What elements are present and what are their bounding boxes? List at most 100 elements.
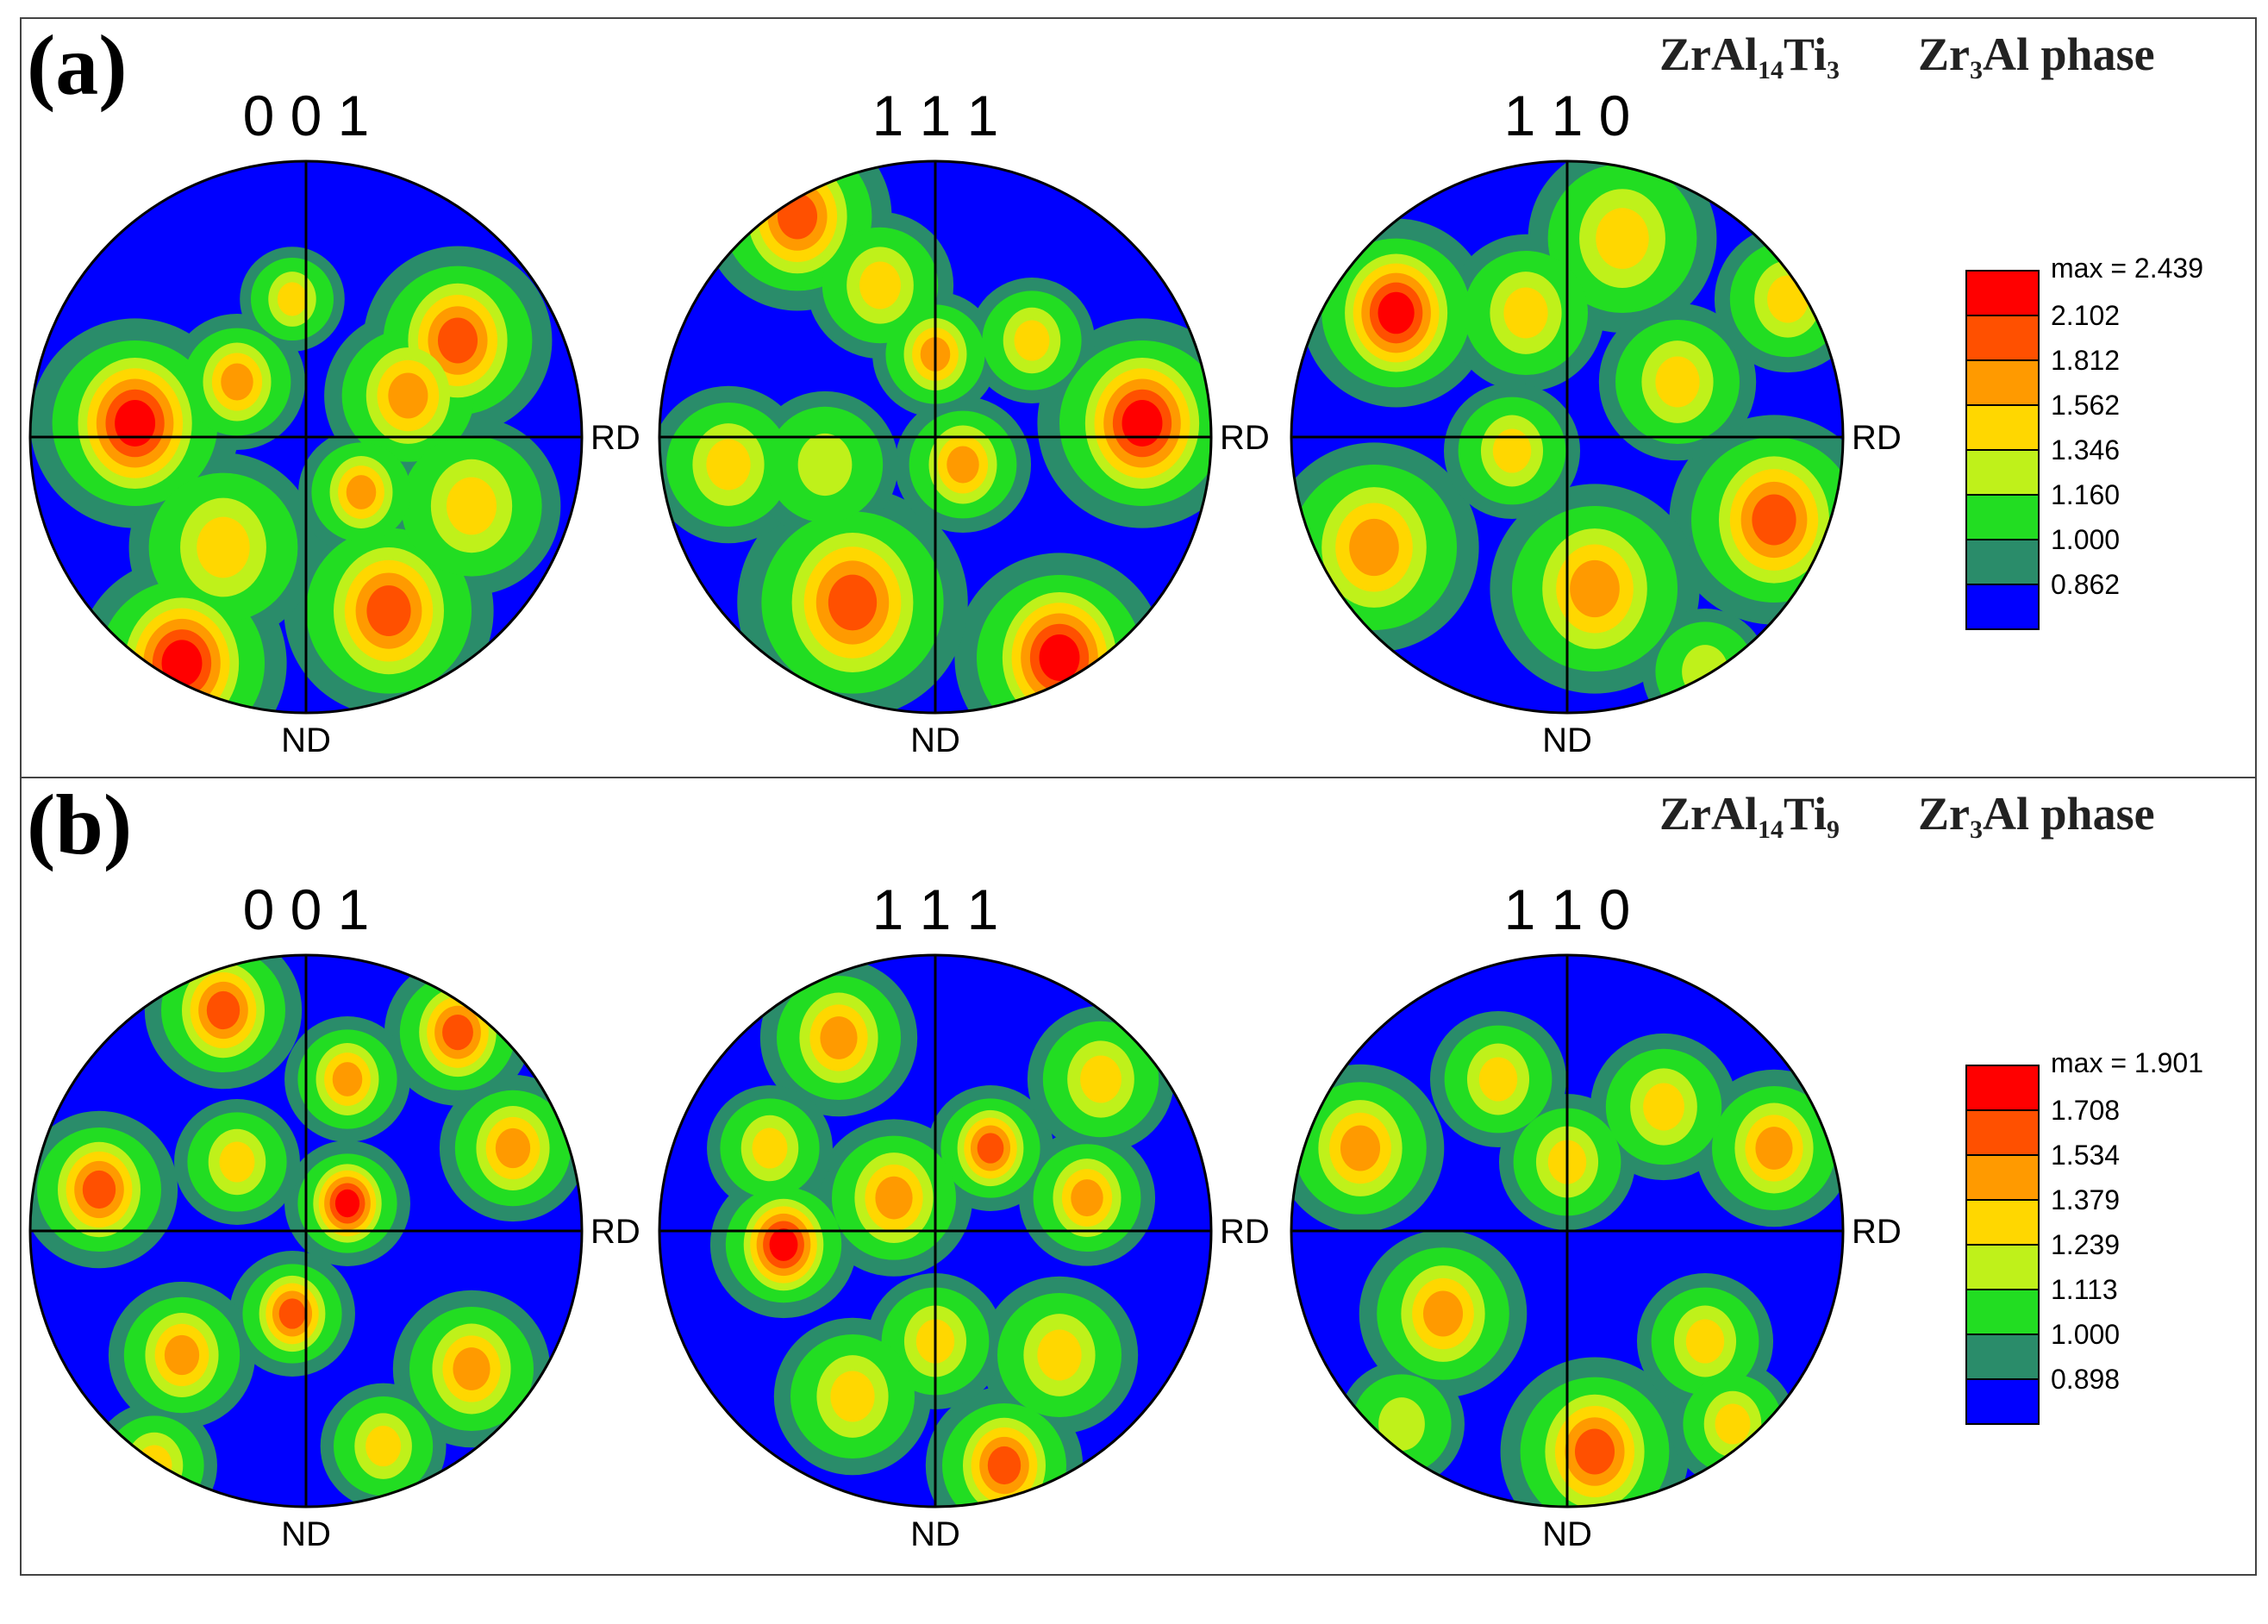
contour-level <box>446 477 497 535</box>
pole-figure <box>659 161 1211 713</box>
legend-level-label: 2.102 <box>2051 300 2120 331</box>
contour-level <box>1685 1319 1725 1364</box>
contour-level <box>1037 1329 1082 1381</box>
contour-level <box>197 516 250 578</box>
rd-axis-label: RD <box>1852 419 1902 457</box>
rd-axis-label: RD <box>1220 1213 1270 1251</box>
contour-level <box>346 475 377 509</box>
legend-level-label: 1.000 <box>2051 1319 2120 1350</box>
contour-level <box>453 1347 490 1390</box>
legend-max-label: max = 2.439 <box>2051 253 2203 284</box>
contour-level <box>859 261 901 309</box>
contour-level <box>495 1127 531 1169</box>
contour-level <box>366 585 411 637</box>
contour-level <box>769 1228 798 1261</box>
pole-figure-title: 1 1 0 <box>1504 878 1631 941</box>
contour-level <box>828 574 878 631</box>
phase-formula-label: ZrAl14Ti3 <box>1659 28 1840 84</box>
contour-level <box>752 1127 788 1169</box>
legend-swatch <box>1965 1378 2040 1425</box>
contour-level <box>1080 1055 1122 1103</box>
legend-swatch <box>1965 449 2040 496</box>
legend-level-label: 1.113 <box>2051 1274 2118 1305</box>
legend-swatch <box>1965 359 2040 406</box>
phase-name-label: Zr3Al phase <box>1918 788 2155 844</box>
legend-swatch <box>1965 1334 2040 1380</box>
legend-swatch <box>1965 584 2040 630</box>
contour-level <box>1349 518 1399 577</box>
legend-level-label: 1.379 <box>2051 1184 2120 1215</box>
legend-swatch <box>1965 1244 2040 1290</box>
contour-level <box>947 446 979 484</box>
nd-axis-label: ND <box>910 721 960 759</box>
contour-level <box>1071 1179 1103 1217</box>
rd-axis-label: RD <box>590 1213 640 1251</box>
contour-level <box>820 1016 858 1059</box>
pole-figure-chart: 0 0 1 RD ND 1 1 1 RD ND 1 1 0 RD ND max = 1.901 1.… <box>28 878 2203 1553</box>
contour-level <box>334 1189 360 1218</box>
pole-figure-title: 1 1 1 <box>872 878 999 941</box>
contour-level <box>1122 400 1163 447</box>
phase-formula-label: ZrAl14Ti9 <box>1659 788 1840 844</box>
contour-level <box>1478 1057 1518 1102</box>
legend-swatch <box>1965 1154 2040 1201</box>
legend-level-label: 1.000 <box>2051 524 2120 555</box>
contour-level <box>164 1334 200 1376</box>
rd-axis-label: RD <box>1220 419 1270 457</box>
legend-max-label: max = 1.901 <box>2051 1047 2203 1078</box>
legend-swatch <box>1965 1199 2040 1246</box>
contour-level <box>1422 1290 1464 1337</box>
contour-level <box>1039 634 1080 681</box>
contour-level <box>1503 287 1548 339</box>
contour-level <box>1715 1403 1751 1445</box>
legend-level-label: 1.239 <box>2051 1229 2120 1260</box>
nd-axis-label: ND <box>1542 721 1592 759</box>
contour-level <box>104 1415 204 1507</box>
contour-level <box>1752 494 1796 546</box>
nd-axis-label: ND <box>1542 1515 1592 1553</box>
contour-level <box>977 1133 1004 1164</box>
contour-level <box>277 282 308 316</box>
contour-level <box>221 363 253 401</box>
rd-axis-label: RD <box>590 419 640 457</box>
contour-level <box>1492 428 1532 473</box>
contour-level <box>278 1298 306 1329</box>
nd-axis-label: ND <box>281 721 331 759</box>
contour-level <box>1755 1127 1793 1170</box>
contour-level <box>1682 645 1728 698</box>
contour-level <box>830 1371 875 1422</box>
legend-level-label: 1.534 <box>2051 1140 2120 1171</box>
panel-label: (a) <box>27 17 128 113</box>
pole-figure-title: 0 0 1 <box>243 878 370 941</box>
nd-axis-label: ND <box>281 1515 331 1553</box>
legend-swatch <box>1965 404 2040 451</box>
contour-level <box>1574 1428 1615 1475</box>
contour-level <box>161 640 203 687</box>
contour-level <box>219 1141 255 1183</box>
rd-axis-label: RD <box>1852 1213 1902 1251</box>
panel-a: (a) ZrAl14Ti3 Zr3Al phase 0 0 1 RD ND 1 1 1… <box>20 17 2257 778</box>
pole-figure-chart: 0 0 1 RD ND 1 1 1 RD ND 1 1 0 RD ND max = 2.439 2.… <box>28 84 2203 759</box>
contour-level <box>437 317 478 364</box>
contour-level <box>1655 356 1700 408</box>
pole-figure <box>1291 161 1843 713</box>
panel-label: (b) <box>27 777 133 872</box>
contour-level <box>1643 1083 1684 1131</box>
contour-level <box>442 1014 473 1051</box>
legend-level-label: 1.708 <box>2051 1095 2120 1126</box>
contour-level <box>706 439 751 490</box>
legend-level-label: 1.160 <box>2051 479 2120 510</box>
contour-level <box>366 1426 402 1467</box>
legend-swatch <box>1965 1289 2040 1335</box>
contour-level <box>206 990 241 1030</box>
phase-name-label: Zr3Al phase <box>1918 28 2155 84</box>
pole-figure-title: 0 0 1 <box>243 84 370 147</box>
contour-level <box>1014 320 1050 361</box>
pole-figure-title: 1 1 0 <box>1504 84 1631 147</box>
contour-level <box>115 400 156 447</box>
contour-level <box>1378 291 1415 334</box>
legend-level-label: 1.812 <box>2051 345 2120 376</box>
nd-axis-label: ND <box>910 1515 960 1553</box>
panel-b: (b) ZrAl14Ti9 Zr3Al phase 0 0 1 RD ND 1 1 1… <box>20 777 2257 1576</box>
contour-level <box>1378 1397 1425 1451</box>
